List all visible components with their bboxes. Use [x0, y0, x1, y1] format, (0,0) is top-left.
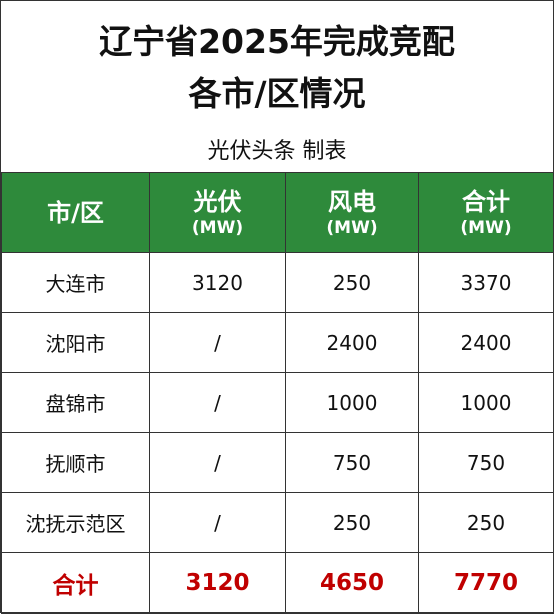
total-row: 合计 3120 4650 7770	[1, 552, 554, 614]
table-cell: /	[149, 372, 286, 433]
table-cell: 3120	[149, 252, 286, 313]
table-row: 盘锦市/1000 1000	[1, 372, 554, 433]
table-cell: 2400	[285, 312, 419, 373]
table-cell: /	[149, 492, 286, 553]
table-cell: 250	[418, 492, 554, 553]
column-unit: (MW)	[460, 217, 512, 238]
column-header: 风电 (MW)	[285, 172, 419, 253]
title-line: 各市/区情况	[188, 74, 366, 113]
table-cell: 2400	[418, 312, 554, 373]
table-cell: 抚顺市	[1, 432, 150, 493]
header-row: 市/区 光伏 (MW) 风电 (MW) 合计 (MW)	[1, 172, 554, 253]
total-cell: 4650	[285, 552, 419, 614]
column-unit: (MW)	[326, 217, 378, 238]
column-unit: (MW)	[191, 217, 244, 238]
total-cell: 3120	[149, 552, 286, 614]
table-body: 大连市 3120 250 3370 沈阳市/2400 2400 盘锦市/1000 1000 抚顺…	[1, 252, 554, 614]
table-cell: 3370	[418, 252, 554, 313]
column-header: 合计 (MW)	[418, 172, 554, 253]
table-cell: 大连市	[1, 252, 150, 313]
total-cell: 7770	[418, 552, 554, 614]
subtitle: 光伏头条 制表	[207, 139, 347, 164]
table-cell: 1000	[285, 372, 419, 433]
table-cell: 沈抚示范区	[1, 492, 150, 553]
table-cell: /	[149, 432, 286, 493]
table-cell: /	[149, 312, 286, 373]
table-cell: 沈阳市	[1, 312, 150, 373]
total-cell: 合计	[1, 552, 150, 614]
table-cell: 750	[285, 432, 419, 493]
column-name: 合计	[462, 187, 510, 216]
title-line: 辽宁省2025年完成竞配	[99, 22, 455, 61]
column-header: 光伏 (MW)	[149, 172, 286, 253]
column-header: 市/区	[1, 172, 150, 253]
column-name: 光伏	[193, 187, 242, 216]
table-row: 沈抚示范区/250 250	[1, 492, 554, 553]
column-name: 市/区	[47, 198, 104, 227]
column-name: 风电	[328, 187, 376, 216]
table-cell: 1000	[418, 372, 554, 433]
table-row: 大连市 3120 250 3370	[1, 252, 554, 313]
table-cell: 250	[285, 252, 419, 313]
table-cell: 盘锦市	[1, 372, 150, 433]
table-row: 沈阳市/2400 2400	[1, 312, 554, 373]
table-cell: 750	[418, 432, 554, 493]
table-cell: 250	[285, 492, 419, 553]
table-row: 抚顺市/750 750	[1, 432, 554, 493]
data-table: 市/区 光伏 (MW) 风电 (MW) 合计 (MW) 大连市 3120 250 3370 沈阳市 /…	[1, 172, 554, 614]
